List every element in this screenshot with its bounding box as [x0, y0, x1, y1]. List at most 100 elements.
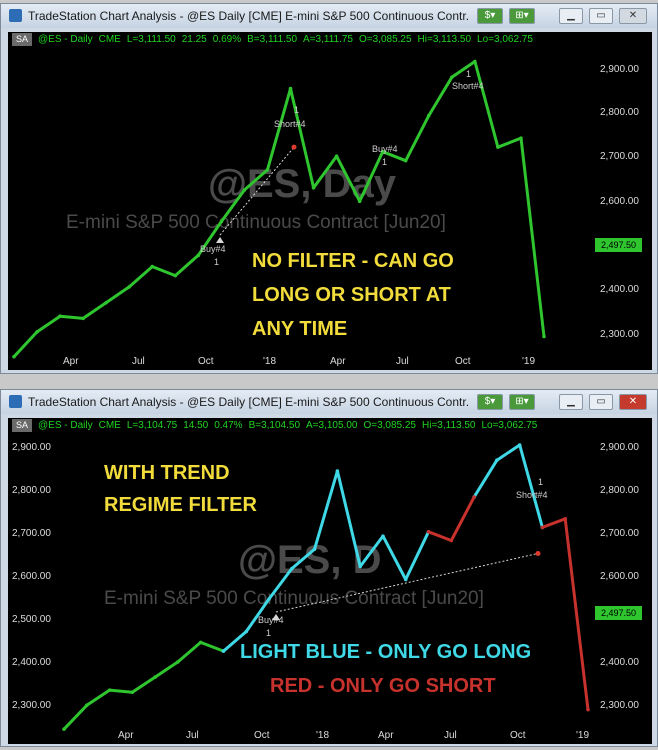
close-icon: ✕ — [628, 396, 638, 407]
open-label: O=3,085.25 — [359, 34, 412, 45]
maximize-icon: ▭ — [596, 10, 606, 21]
buy-marker-count: 1 — [214, 257, 220, 267]
chart-menu-button[interactable]: ⊞▾ — [509, 8, 535, 24]
low-label: Lo=3,062.75 — [477, 34, 533, 45]
annotation-line-1: WITH TREND — [104, 462, 230, 484]
y-tick-2300-left: 2,300.00 — [12, 700, 51, 711]
chart-plot-area[interactable]: SA @ES - Daily CME L=3,111.50 21.25 0.69% B=3,… — [8, 32, 652, 370]
bid-label: B=3,111.50 — [247, 34, 298, 45]
data-point-2-21 — [540, 525, 545, 530]
data-point-0-21 — [496, 145, 500, 149]
title-bar[interactable]: TradeStation Chart Analysis - @ES Daily … — [1, 4, 657, 28]
y-tick-2700-left: 2,700.00 — [12, 528, 51, 539]
last-price-label: L=3,111.50 — [126, 34, 176, 45]
ask-label: A=3,111.75 — [303, 34, 353, 45]
short-marker-label: Short#4 — [516, 490, 548, 500]
annotation-line-1: NO FILTER - CAN GO — [252, 250, 454, 272]
watermark-name: E-mini S&P 500 Continuous Contract [Jun2… — [66, 212, 446, 233]
x-tick-jul-2018: Jul — [444, 730, 457, 741]
symbol-header: SA @ES - Daily CME L=3,104.75 14.50 0.47% B=3,… — [8, 418, 608, 433]
x-tick-2019: '19 — [576, 730, 590, 741]
data-point-0-14 — [334, 154, 339, 158]
window-title: TradeStation Chart Analysis - @ES Daily … — [28, 9, 468, 23]
minimize-button[interactable]: ▁ — [559, 394, 583, 410]
close-button[interactable]: ✕ — [619, 8, 647, 24]
x-tick-oct-2018: Oct — [510, 730, 526, 741]
title-bar[interactable]: TradeStation Chart Analysis - @ES Daily … — [1, 390, 657, 414]
chart-menu-icon: ⊞▾ — [515, 10, 529, 21]
data-point-0-6 — [198, 640, 203, 645]
dollar-menu-button[interactable]: $▾ — [477, 8, 503, 24]
buy-marker-label-2: Buy#4 — [372, 144, 398, 154]
low-label: Lo=3,062.75 — [481, 420, 538, 431]
ask-label: A=3,105.00 — [306, 420, 358, 431]
series-line-0-seg-0 — [12, 60, 546, 358]
symbol-label: @ES - Daily — [38, 420, 93, 431]
data-point-2-18 — [472, 495, 476, 499]
close-button[interactable]: ✕ — [619, 394, 647, 410]
change-pct-label: 0.47% — [214, 420, 243, 431]
y-tick-2700: 2,700.00 — [600, 151, 639, 162]
x-tick-jul-2017: Jul — [132, 356, 145, 367]
y-tick-2800: 2,800.00 — [600, 107, 639, 118]
minimize-button[interactable]: ▁ — [559, 8, 583, 24]
x-tick-2019: '19 — [522, 356, 536, 367]
x-tick-oct-2017: Oct — [198, 356, 214, 367]
data-point-0-0 — [12, 354, 16, 359]
series-line-0-seg-0 — [62, 640, 225, 731]
x-tick-apr-2017: Apr — [118, 730, 134, 741]
data-point-0-0 — [62, 727, 66, 731]
y-tick-2900: 2,900.00 — [600, 442, 639, 453]
price-chart-svg — [12, 59, 546, 359]
data-point-0-13 — [311, 185, 316, 190]
data-point-1-11 — [312, 547, 317, 551]
short-marker-count: 1 — [294, 105, 300, 115]
y-tick-2400: 2,400.00 — [600, 657, 639, 668]
dollar-menu-icon: $▾ — [484, 10, 496, 21]
data-point-1-10 — [290, 566, 294, 571]
annotation-line-2: LONG OR SHORT AT — [252, 284, 451, 306]
maximize-button[interactable]: ▭ — [589, 394, 613, 410]
chart-window-bottom[interactable]: TradeStation Chart Analysis - @ES Daily … — [0, 389, 658, 747]
data-point-0-9 — [219, 219, 224, 224]
exchange-label: CME — [98, 420, 121, 431]
data-point-0-19 — [450, 75, 454, 80]
buy-entry-marker — [272, 614, 280, 621]
series-line-2-seg-0 — [427, 496, 476, 542]
series-line-2-seg-1 — [541, 517, 590, 710]
buy-entry-marker — [216, 237, 224, 244]
short-marker-label-2: Short#4 — [452, 81, 484, 91]
y-tick-2300: 2,300.00 — [600, 329, 639, 340]
data-point-0-4 — [104, 300, 108, 305]
data-point-0-6 — [150, 264, 155, 269]
chart-plot-area[interactable]: SA @ES - Daily CME L=3,104.75 14.50 0.47% B=3,… — [8, 418, 652, 744]
maximize-button[interactable]: ▭ — [589, 8, 613, 24]
tradestation-app-icon — [9, 9, 22, 22]
data-point-0-3 — [130, 690, 135, 695]
exchange-label: CME — [98, 34, 121, 45]
y-tick-2400-left: 2,400.00 — [12, 657, 51, 668]
data-point-2-23 — [586, 707, 590, 712]
x-tick-apr-2017: Apr — [63, 356, 79, 367]
data-point-1-20 — [517, 443, 522, 447]
short-marker-count-2: 1 — [466, 69, 472, 79]
data-point-0-23 — [542, 334, 546, 339]
buy-marker-count: 1 — [266, 628, 272, 638]
data-point-0-11 — [265, 167, 270, 172]
y-tick-2700: 2,700.00 — [600, 528, 639, 539]
data-point-0-3 — [81, 316, 85, 321]
data-point-0-1 — [35, 330, 39, 334]
minimize-icon: ▁ — [567, 10, 575, 21]
dollar-menu-button[interactable]: $▾ — [477, 394, 503, 410]
chart-menu-button[interactable]: ⊞▾ — [509, 394, 535, 410]
data-point-0-12 — [288, 86, 293, 91]
close-icon: ✕ — [628, 10, 638, 21]
bid-label: B=3,104.50 — [248, 420, 301, 431]
data-point-2-22 — [563, 516, 568, 521]
buy-marker-count-2: 1 — [382, 157, 388, 167]
watermark-name: E-mini S&P 500 Continuous Contract [Jun2… — [104, 588, 484, 609]
chart-window-top[interactable]: TradeStation Chart Analysis - @ES Daily … — [0, 3, 658, 374]
x-tick-jul-2017: Jul — [186, 730, 199, 741]
tradestation-app-icon — [9, 395, 22, 408]
data-point-2-16 — [426, 529, 431, 534]
